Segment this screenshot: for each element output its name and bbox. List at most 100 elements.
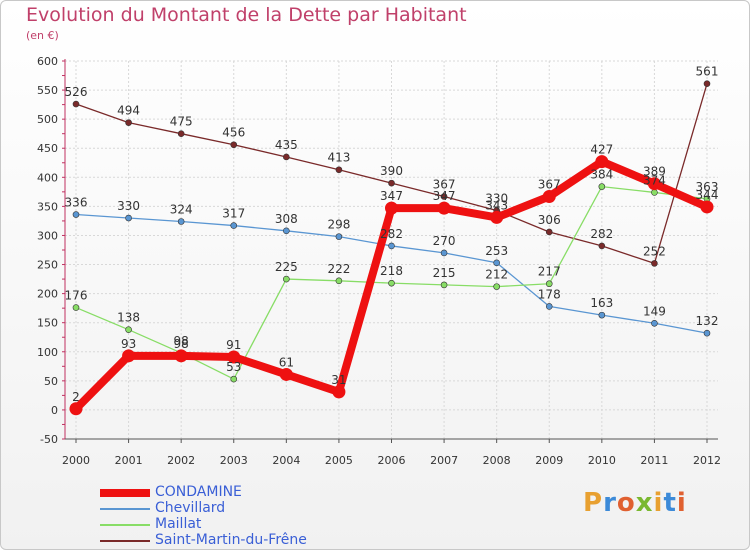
x-tick-label: 2009 (535, 454, 563, 467)
data-point (598, 242, 606, 250)
data-label: 218 (380, 264, 403, 278)
data-point (388, 279, 395, 287)
data-point (72, 304, 80, 311)
data-point (490, 210, 504, 224)
data-point (542, 189, 556, 203)
legend-label: Chevillard (155, 500, 226, 516)
data-label: 53 (226, 360, 241, 374)
data-label: 282 (590, 227, 613, 241)
data-point (545, 303, 553, 310)
data-label: 222 (327, 262, 350, 276)
y-tick-label: 0 (51, 404, 58, 417)
logo-letter: i (676, 488, 687, 518)
y-tick-label: 250 (37, 259, 58, 272)
x-tick-label: 2004 (272, 454, 300, 467)
data-point (72, 211, 80, 218)
data-label: 298 (327, 218, 350, 232)
data-label: 561 (696, 65, 719, 79)
logo-letter: o (616, 488, 636, 518)
data-label: 413 (327, 151, 350, 165)
data-label: 138 (117, 311, 140, 325)
data-label: 343 (485, 198, 508, 212)
data-point (125, 326, 132, 333)
x-tick-label: 2011 (640, 454, 668, 467)
data-label: 176 (65, 289, 88, 303)
data-label: 435 (275, 138, 298, 152)
y-tick-label: 200 (37, 288, 58, 301)
legend-swatch (100, 540, 150, 542)
data-label: 61 (279, 355, 294, 369)
data-point (440, 249, 448, 257)
data-label: 149 (643, 304, 666, 318)
data-point (177, 130, 185, 137)
data-label: 427 (590, 143, 613, 157)
legend-swatch (100, 508, 150, 510)
y-tick-label: -50 (40, 433, 58, 446)
data-label: 306 (538, 213, 561, 227)
data-point (440, 193, 448, 200)
data-point (125, 119, 132, 126)
data-point (122, 349, 136, 363)
data-label: 217 (538, 265, 561, 279)
x-tick-label: 2012 (693, 454, 721, 467)
data-point (437, 201, 451, 215)
data-point (545, 228, 553, 236)
data-point (227, 350, 241, 364)
data-point (332, 385, 346, 399)
y-tick-label: 450 (37, 142, 58, 155)
data-label: 98 (174, 337, 189, 351)
data-point (598, 183, 606, 190)
data-label: 330 (485, 191, 508, 205)
legend-label: CONDAMINE (155, 484, 242, 500)
chart-title: Evolution du Montant de la Dette par Hab… (26, 4, 467, 26)
data-point (595, 155, 609, 169)
data-label: 384 (590, 168, 613, 182)
y-tick-label: 100 (37, 346, 58, 359)
data-label: 225 (275, 260, 298, 274)
x-tick-label: 2006 (378, 454, 406, 467)
data-label: 215 (433, 266, 456, 280)
data-point (545, 280, 553, 288)
x-tick-label: 2010 (588, 454, 616, 467)
data-label: 252 (643, 244, 666, 258)
x-tick-label: 2008 (483, 454, 511, 467)
data-point (440, 281, 448, 289)
data-label: 253 (485, 244, 508, 258)
data-label: 374 (643, 173, 666, 187)
data-label: 330 (117, 199, 140, 213)
data-label: 2 (72, 390, 80, 404)
data-point (72, 100, 80, 108)
data-label: 178 (538, 287, 561, 301)
data-label: 526 (65, 85, 88, 99)
legend-swatch (100, 489, 150, 497)
data-point (703, 80, 711, 87)
data-point (647, 177, 661, 191)
data-point (335, 166, 343, 174)
data-label: 308 (275, 212, 298, 226)
data-label: 390 (380, 164, 403, 178)
x-tick-label: 2002 (167, 454, 195, 467)
data-label: 347 (380, 189, 403, 203)
data-label: 282 (380, 227, 403, 241)
data-point (388, 179, 395, 187)
y-tick-label: 400 (37, 171, 58, 184)
data-point (230, 222, 238, 229)
data-label: 494 (117, 104, 140, 118)
data-label: 31 (331, 373, 346, 387)
legend-label: Maillat (155, 516, 202, 532)
data-point (703, 329, 711, 337)
data-label: 344 (696, 188, 719, 202)
y-tick-label: 550 (37, 84, 58, 97)
data-point (283, 153, 290, 161)
logo-letter: i (653, 488, 664, 518)
data-point (69, 402, 83, 416)
data-label: 367 (538, 177, 561, 191)
data-label: 456 (222, 126, 245, 140)
y-tick-label: 50 (44, 375, 58, 388)
y-tick-label: 350 (37, 200, 58, 213)
unit-label: (en €) (26, 29, 59, 42)
data-label: 347 (433, 189, 456, 203)
data-label: 93 (121, 337, 136, 351)
x-tick-label: 2003 (220, 454, 248, 467)
legend-swatch (100, 524, 150, 526)
